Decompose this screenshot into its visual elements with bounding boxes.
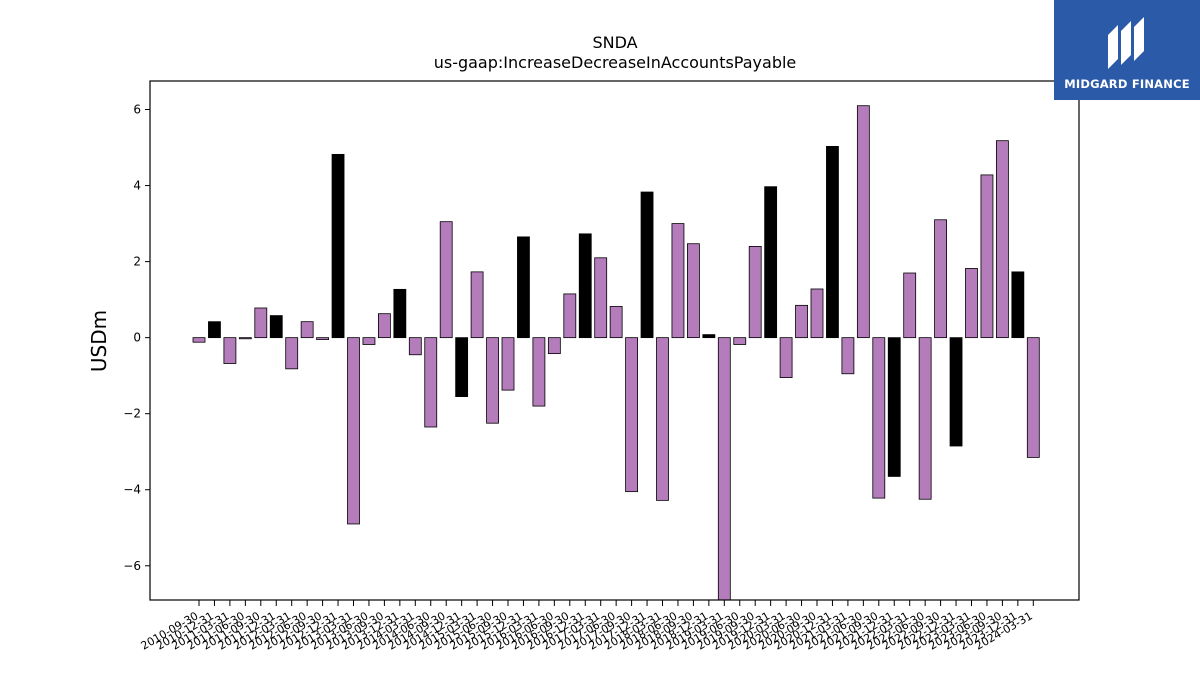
y-tick-label: −4 bbox=[123, 483, 141, 497]
midgard-m-logo-icon bbox=[1108, 17, 1144, 69]
bar-2012-09-30 bbox=[316, 337, 330, 340]
bar-2023-03-31 bbox=[965, 268, 978, 339]
bar-2024-03-31 bbox=[1026, 337, 1040, 458]
bar-2010-09-30 bbox=[192, 337, 206, 343]
chart-subtitle: us-gaap:IncreaseDecreaseInAccountsPayabl… bbox=[434, 53, 797, 72]
y-axis-ticks: −6 −4 −2 0 2 4 6 bbox=[123, 103, 150, 573]
bar-2014-06-30 bbox=[424, 337, 438, 428]
bar-2016-12-31 bbox=[578, 233, 592, 339]
y-axis-label: USDm bbox=[87, 310, 111, 372]
bar-2011-03-31 bbox=[223, 337, 237, 364]
bar-2015-03-31 bbox=[470, 271, 484, 339]
bar-2012-12-31 bbox=[331, 153, 345, 339]
bar-2010-12-31 bbox=[208, 321, 221, 339]
bar-2019-03-31 bbox=[717, 337, 731, 601]
bar-2021-03-31 bbox=[841, 337, 855, 375]
bar-2016-09-30 bbox=[563, 293, 577, 339]
bar-2021-09-30 bbox=[872, 337, 886, 499]
bar-2017-06-30 bbox=[609, 306, 623, 339]
bar-2011-09-30 bbox=[254, 307, 268, 339]
bar-2019-09-30 bbox=[748, 245, 762, 339]
bar-2019-12-31 bbox=[764, 186, 778, 339]
bar-2013-03-31 bbox=[347, 337, 360, 525]
bar-2020-09-30 bbox=[810, 288, 824, 339]
bar-2014-03-31 bbox=[408, 337, 422, 356]
bar-2020-06-30 bbox=[795, 304, 808, 339]
bar-2018-12-31 bbox=[702, 334, 716, 339]
bar-2020-03-31 bbox=[779, 337, 793, 378]
bar-2022-09-30 bbox=[934, 219, 947, 339]
bar-2017-09-30 bbox=[625, 337, 638, 493]
bar-2014-12-31 bbox=[455, 337, 469, 397]
bar-2022-06-30 bbox=[918, 337, 932, 500]
chart-title: SNDA bbox=[592, 33, 637, 52]
plot-frame bbox=[149, 80, 1080, 601]
y-tick-label: 2 bbox=[133, 255, 141, 269]
bar-2011-12-31 bbox=[269, 315, 283, 339]
y-tick-label: 0 bbox=[133, 331, 141, 345]
bar-2018-06-30 bbox=[671, 223, 685, 339]
bar-2017-12-31 bbox=[640, 191, 654, 339]
bars-group bbox=[192, 105, 1040, 601]
bar-2013-06-30 bbox=[362, 337, 376, 345]
bar-2022-12-31 bbox=[949, 337, 963, 447]
bar-2021-12-31 bbox=[887, 337, 901, 477]
bar-2020-12-31 bbox=[826, 145, 839, 339]
x-axis-ticks: 2010-09-302010-12-312011-03-312011-06-30… bbox=[139, 600, 1035, 653]
bar-2017-03-31 bbox=[594, 257, 608, 339]
bar-2023-12-31 bbox=[1011, 271, 1025, 339]
bar-2016-06-30 bbox=[547, 337, 561, 355]
bar-2015-09-30 bbox=[501, 337, 515, 391]
bar-2018-03-31 bbox=[656, 337, 669, 501]
bar-2012-03-31 bbox=[285, 337, 299, 370]
y-tick-label: 6 bbox=[133, 103, 141, 117]
y-tick-label: −6 bbox=[123, 559, 141, 573]
bar-2022-03-31 bbox=[903, 272, 917, 339]
bar-2021-06-30 bbox=[856, 105, 870, 339]
bar-2012-06-30 bbox=[300, 321, 314, 339]
bar-2014-09-30 bbox=[439, 221, 453, 339]
bar-2023-06-30 bbox=[980, 174, 994, 339]
y-tick-label: −2 bbox=[123, 407, 141, 421]
bar-2013-09-30 bbox=[377, 313, 391, 339]
bar-2015-12-31 bbox=[517, 236, 530, 339]
y-tick-label: 4 bbox=[133, 179, 141, 193]
bar-2018-09-30 bbox=[687, 243, 700, 339]
bar-2016-03-31 bbox=[532, 337, 546, 407]
brand-logo: MIDGARD FINANCE bbox=[1054, 0, 1200, 100]
bar-2011-06-30 bbox=[238, 337, 252, 340]
brand-name: MIDGARD FINANCE bbox=[1064, 77, 1190, 91]
bar-2023-09-30 bbox=[996, 140, 1009, 339]
bar-2013-12-31 bbox=[393, 288, 407, 339]
bar-2019-06-30 bbox=[733, 337, 747, 345]
bar-2015-06-30 bbox=[486, 337, 499, 424]
